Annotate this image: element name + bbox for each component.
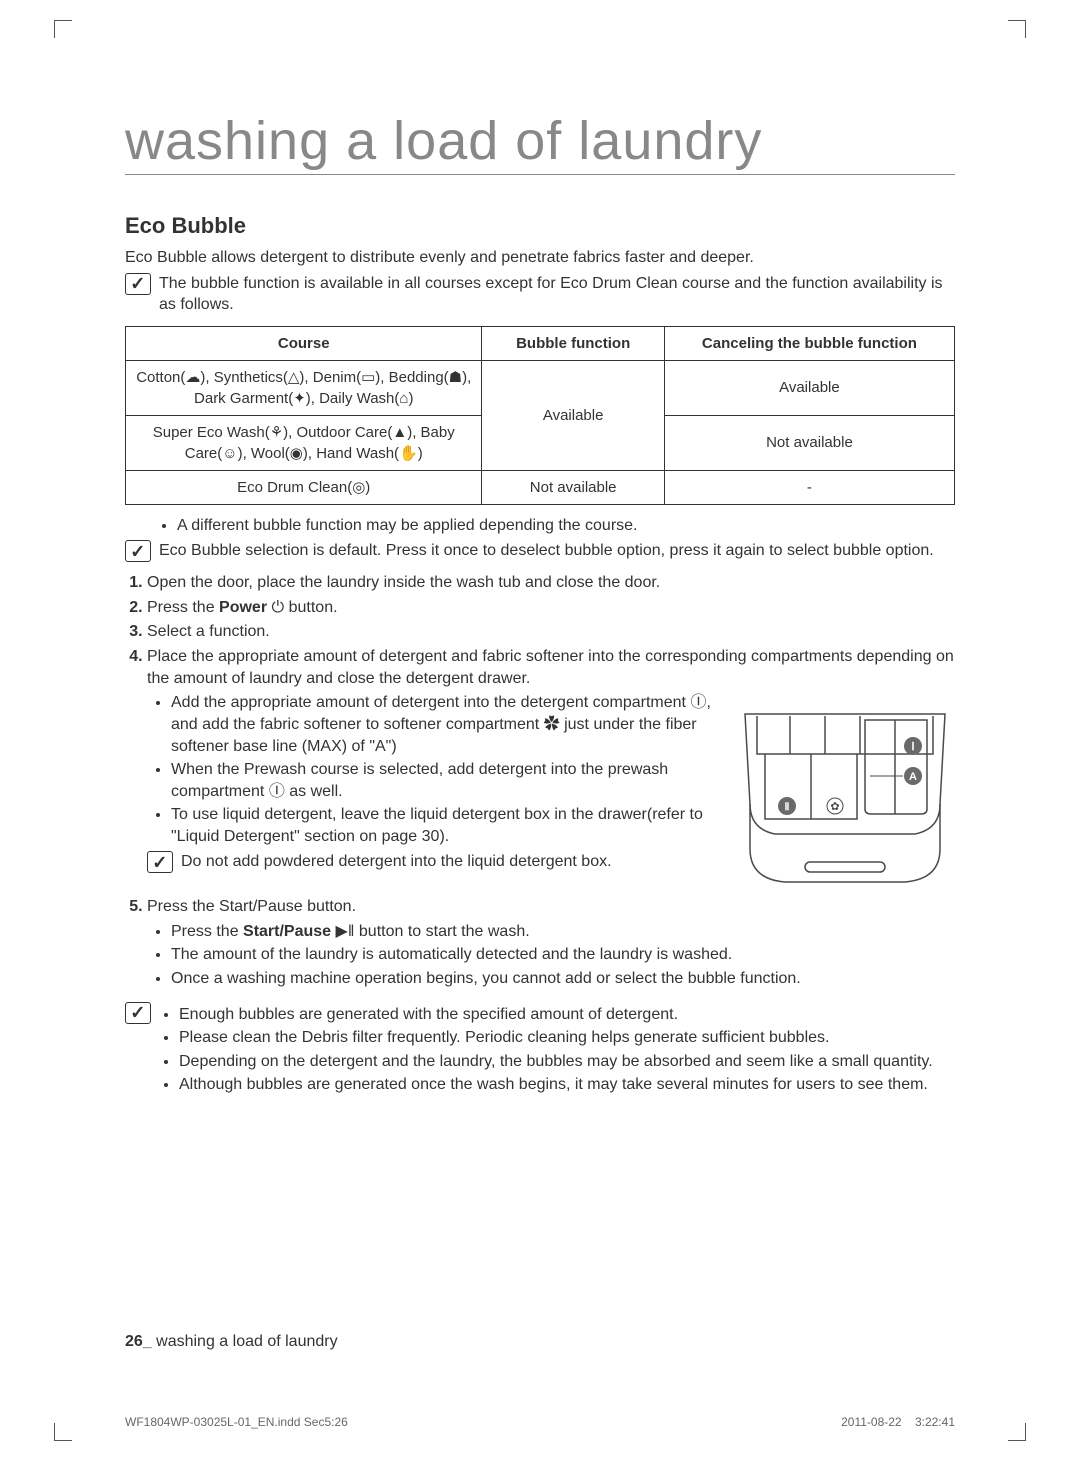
- dispenser-diagram: Ⅰ A Ⅱ ✿: [735, 694, 955, 894]
- final-note-row: Enough bubbles are generated with the sp…: [125, 1002, 955, 1098]
- page-footer: 26_ washing a load of laundry: [125, 1333, 338, 1351]
- course-table: Course Bubble function Canceling the bub…: [125, 326, 955, 505]
- table-header-cancel: Canceling the bubble function: [664, 326, 954, 360]
- note-text-1: The bubble function is available in all …: [159, 273, 955, 316]
- print-file: WF1804WP-03025L-01_EN.indd Sec5:26: [125, 1415, 348, 1429]
- steps-list: Open the door, place the laundry inside …: [125, 572, 955, 989]
- step-1: Open the door, place the laundry inside …: [147, 572, 955, 594]
- step4-text: Place the appropriate amount of detergen…: [147, 648, 954, 687]
- list-item: Please clean the Debris filter frequentl…: [179, 1027, 955, 1049]
- cell-cancel-3: -: [664, 470, 954, 504]
- step-2: Press the Power ⏻ button.: [147, 597, 955, 619]
- list-item: Add the appropriate amount of detergent …: [171, 692, 721, 757]
- note-icon: [125, 1002, 151, 1024]
- post-table-block: A different bubble function may be appli…: [125, 515, 955, 563]
- cell-bubble-3: Not available: [482, 470, 664, 504]
- step-4: Place the appropriate amount of detergen…: [147, 646, 955, 895]
- page-title: washing a load of laundry: [125, 110, 955, 175]
- print-time: 3:22:41: [915, 1415, 955, 1429]
- diagram-label-II: Ⅱ: [785, 802, 790, 813]
- note-icon: [125, 273, 151, 295]
- note-icon: [125, 540, 151, 562]
- step-5: Press the Start/Pause button. Press the …: [147, 896, 955, 989]
- diagram-label-A: A: [909, 771, 917, 783]
- list-item: To use liquid detergent, leave the liqui…: [171, 804, 721, 847]
- list-item: Once a washing machine operation begins,…: [171, 968, 955, 990]
- note-s4: Do not add powdered detergent into the l…: [181, 851, 612, 873]
- list-item: The amount of the laundry is automatical…: [171, 944, 955, 966]
- note-row-1: The bubble function is available in all …: [125, 273, 955, 316]
- step5-text: Press the Start/Pause button.: [147, 898, 356, 915]
- cell-cancel-1: Available: [664, 360, 954, 415]
- cell-course-3: Eco Drum Clean(◎): [126, 470, 482, 504]
- note-text-2: Eco Bubble selection is default. Press i…: [159, 540, 934, 562]
- crop-mark-br: [1008, 1423, 1026, 1441]
- diagram-label-I: Ⅰ: [911, 741, 914, 753]
- print-footer: WF1804WP-03025L-01_EN.indd Sec5:26 2011-…: [125, 1415, 955, 1429]
- crop-mark-tr: [1008, 20, 1026, 38]
- print-date: 2011-08-22: [841, 1415, 902, 1429]
- page-number: 26_: [125, 1333, 152, 1350]
- step2-pre: Press the: [147, 599, 219, 616]
- intro-text: Eco Bubble allows detergent to distribut…: [125, 247, 955, 269]
- step2-bold: Power: [219, 599, 267, 616]
- cell-course-1: Cotton(☁), Synthetics(△), Denim(▭), Bedd…: [126, 360, 482, 415]
- table-row: Eco Drum Clean(◎) Not available -: [126, 470, 955, 504]
- table-header-course: Course: [126, 326, 482, 360]
- section-heading: Eco Bubble: [125, 213, 955, 239]
- step2-post: button.: [284, 599, 337, 616]
- table-row: Cotton(☁), Synthetics(△), Denim(▭), Bedd…: [126, 360, 955, 415]
- note-icon: [147, 851, 173, 873]
- crop-mark-bl: [54, 1423, 72, 1441]
- list-item: When the Prewash course is selected, add…: [171, 759, 721, 802]
- crop-mark-tl: [54, 20, 72, 38]
- cell-course-2: Super Eco Wash(⚘), Outdoor Care(▲), Baby…: [126, 415, 482, 470]
- list-item: Press the Start/Pause ▶‖ button to start…: [171, 921, 955, 943]
- page-content: washing a load of laundry Eco Bubble Eco…: [0, 0, 1080, 1148]
- s5b1-post: button to start the wash.: [354, 923, 529, 940]
- footer-text: washing a load of laundry: [152, 1333, 338, 1350]
- cell-bubble-1: Available: [482, 360, 664, 470]
- list-item: A different bubble function may be appli…: [177, 515, 955, 537]
- table-header-bubble: Bubble function: [482, 326, 664, 360]
- svg-text:✿: ✿: [830, 801, 839, 813]
- list-item: Although bubbles are generated once the …: [179, 1074, 955, 1096]
- s5b1-pre: Press the: [171, 923, 243, 940]
- cell-cancel-2: Not available: [664, 415, 954, 470]
- list-item: Enough bubbles are generated with the sp…: [179, 1004, 955, 1026]
- power-icon: ⏻: [272, 599, 285, 616]
- play-pause-icon: ▶‖: [336, 923, 355, 940]
- step-3: Select a function.: [147, 621, 955, 643]
- s5b1-bold: Start/Pause: [243, 923, 331, 940]
- list-item: Depending on the detergent and the laund…: [179, 1051, 955, 1073]
